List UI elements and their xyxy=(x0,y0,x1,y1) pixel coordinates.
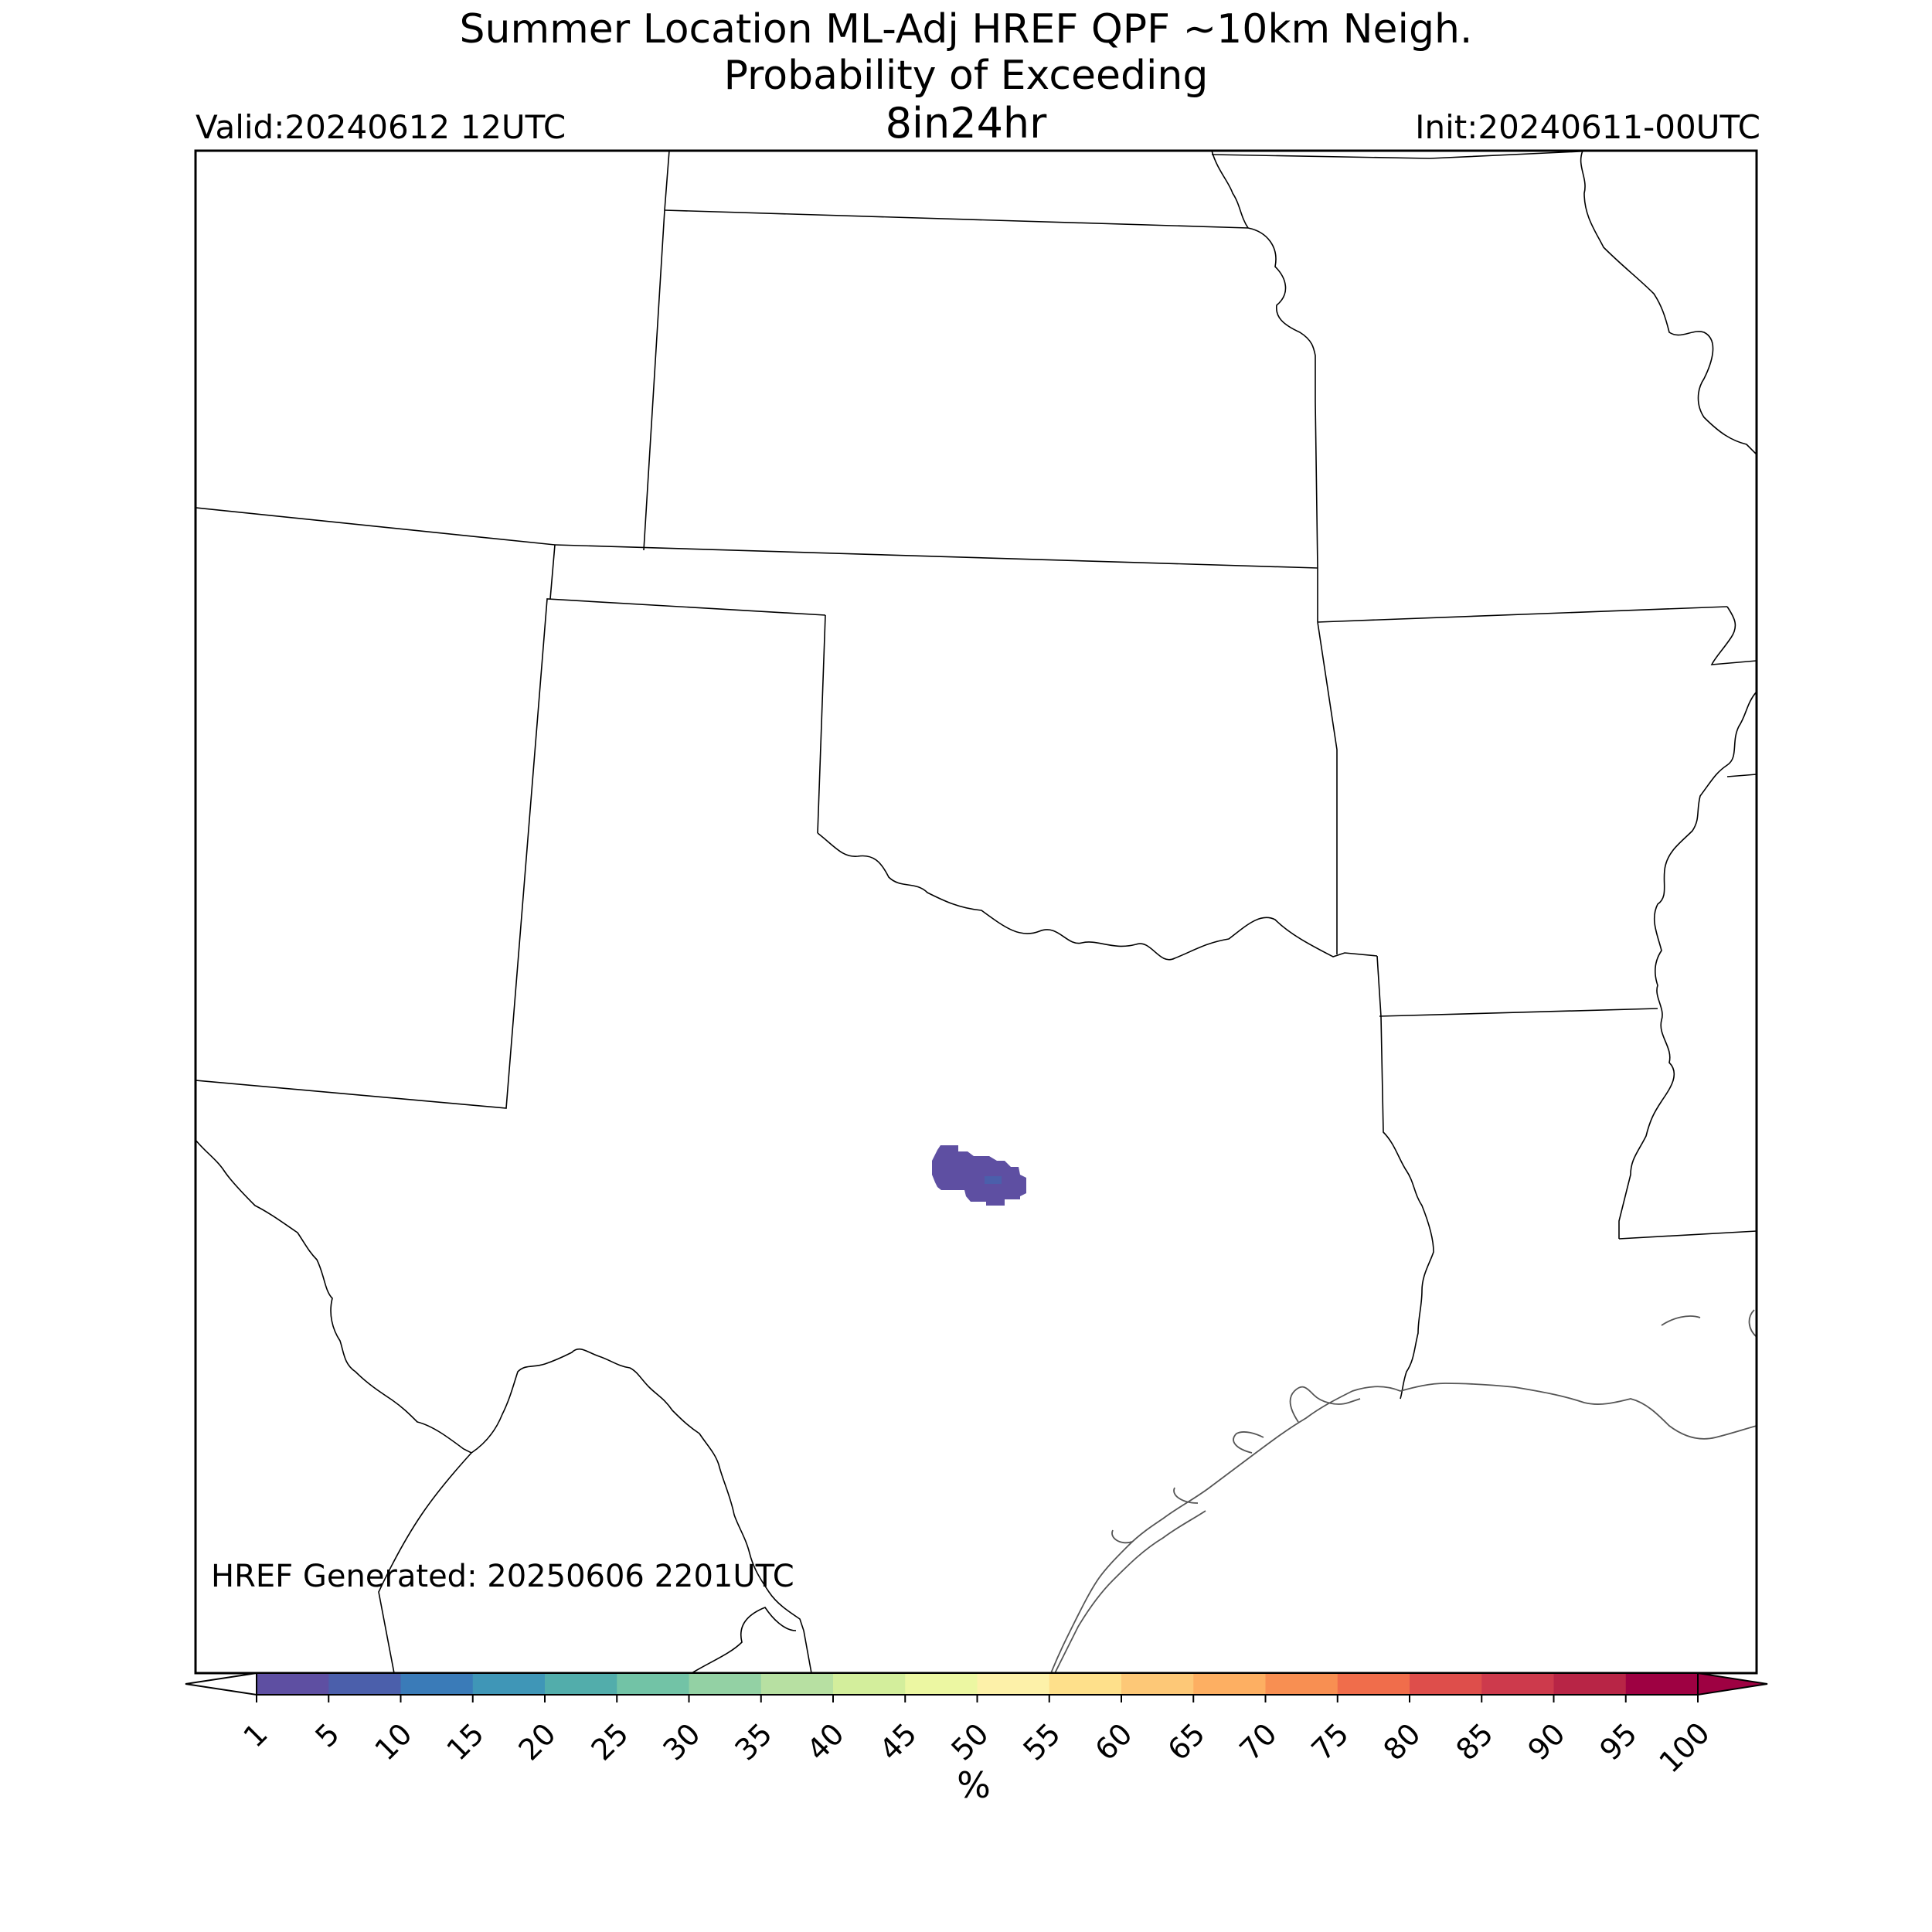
map-background xyxy=(196,151,1757,1673)
prob-area-5-10 xyxy=(985,1176,1002,1184)
colorbar-segment xyxy=(760,1673,834,1695)
boundary-ok-east xyxy=(1317,621,1338,954)
boundary-co-wy xyxy=(196,507,556,546)
colorbar-segment xyxy=(689,1673,762,1695)
boundary-mississippi-upper xyxy=(1580,151,1757,455)
colorbar-segment xyxy=(1193,1673,1267,1695)
threshold-title: 8in24hr xyxy=(885,99,1047,148)
coastline-lake-pontchartrain xyxy=(1661,1309,1757,1338)
title-line-2: Probability of Exceeding xyxy=(723,53,1209,99)
boundary-sabine-river xyxy=(1380,1015,1434,1400)
colorbar-segment xyxy=(1121,1673,1194,1695)
boundary-mexico-states-3 xyxy=(691,1607,797,1673)
colorbar-segment xyxy=(617,1673,690,1695)
boundary-mexico-states xyxy=(378,1452,472,1673)
colorbar-extend-low xyxy=(185,1672,257,1696)
boundary-tx-nm-south xyxy=(196,1139,804,1631)
init-time-label: Init:20240611-00UTC xyxy=(1415,108,1760,146)
valid-time-label: Valid:20240612 12UTC xyxy=(196,108,566,146)
boundary-ar-la xyxy=(1379,1008,1658,1017)
boundary-ok-panhandle xyxy=(817,614,826,834)
colorbar-segment xyxy=(400,1673,474,1695)
boundary-mexico-states-2 xyxy=(803,1630,812,1673)
colorbar-segment xyxy=(1410,1673,1482,1695)
colorbar-segment xyxy=(905,1673,978,1695)
boundary-ne-missouri-river xyxy=(1247,227,1318,569)
colorbar-segment xyxy=(1625,1673,1699,1695)
colorbar-segment xyxy=(545,1673,617,1695)
gulf-coastline xyxy=(1050,1309,1757,1673)
coastline-barrier-islands xyxy=(1054,1510,1206,1673)
prob-area-1-5 xyxy=(932,1145,1026,1206)
boundary-ne-sd xyxy=(664,209,1249,229)
colorbar-segment xyxy=(472,1673,546,1695)
boundary-ia-mn xyxy=(1211,151,1597,159)
colorbar-segment xyxy=(1553,1673,1627,1695)
boundary-nm-north xyxy=(196,598,826,1109)
colorbar-segment xyxy=(328,1673,402,1695)
colorbar-segment xyxy=(257,1673,329,1695)
colorbar-segment xyxy=(1049,1673,1122,1695)
boundary-ar-mo-bootheel xyxy=(1710,606,1757,665)
colorbar-extend-high xyxy=(1697,1672,1768,1696)
coastline-louisiana xyxy=(1400,1383,1757,1440)
boundary-red-river xyxy=(817,832,1378,961)
boundary-co-east xyxy=(549,544,556,600)
colorbar-segment xyxy=(1481,1673,1555,1695)
boundary-mississippi-lower xyxy=(1618,691,1757,1239)
title-line-1: Summer Location ML-Adj HREF QPF ~10km Ne… xyxy=(459,6,1473,53)
boundary-tx-ar xyxy=(1376,955,1382,1017)
boundary-tn-ms xyxy=(1726,774,1757,777)
generated-time-label: HREF Generated: 20250606 2201UTC xyxy=(211,1559,794,1594)
boundary-ks-north xyxy=(554,544,1318,569)
colorbar-unit-label: % xyxy=(957,1764,991,1806)
colorbar-segment xyxy=(977,1673,1050,1695)
colorbar-segment xyxy=(1265,1673,1338,1695)
coastline-texas xyxy=(1050,1386,1401,1673)
state-boundaries xyxy=(196,151,1757,1673)
boundary-la-ms xyxy=(1618,1230,1757,1240)
coastline-bays xyxy=(1111,1386,1361,1544)
colorbar xyxy=(185,1672,1768,1702)
boundary-sd-mn xyxy=(1211,151,1249,229)
map-body xyxy=(196,151,1757,1673)
colorbar-segment xyxy=(833,1673,906,1695)
probability-shading xyxy=(932,1145,1026,1206)
colorbar-segment xyxy=(1337,1673,1410,1695)
boundary-mo-south xyxy=(1317,606,1728,623)
